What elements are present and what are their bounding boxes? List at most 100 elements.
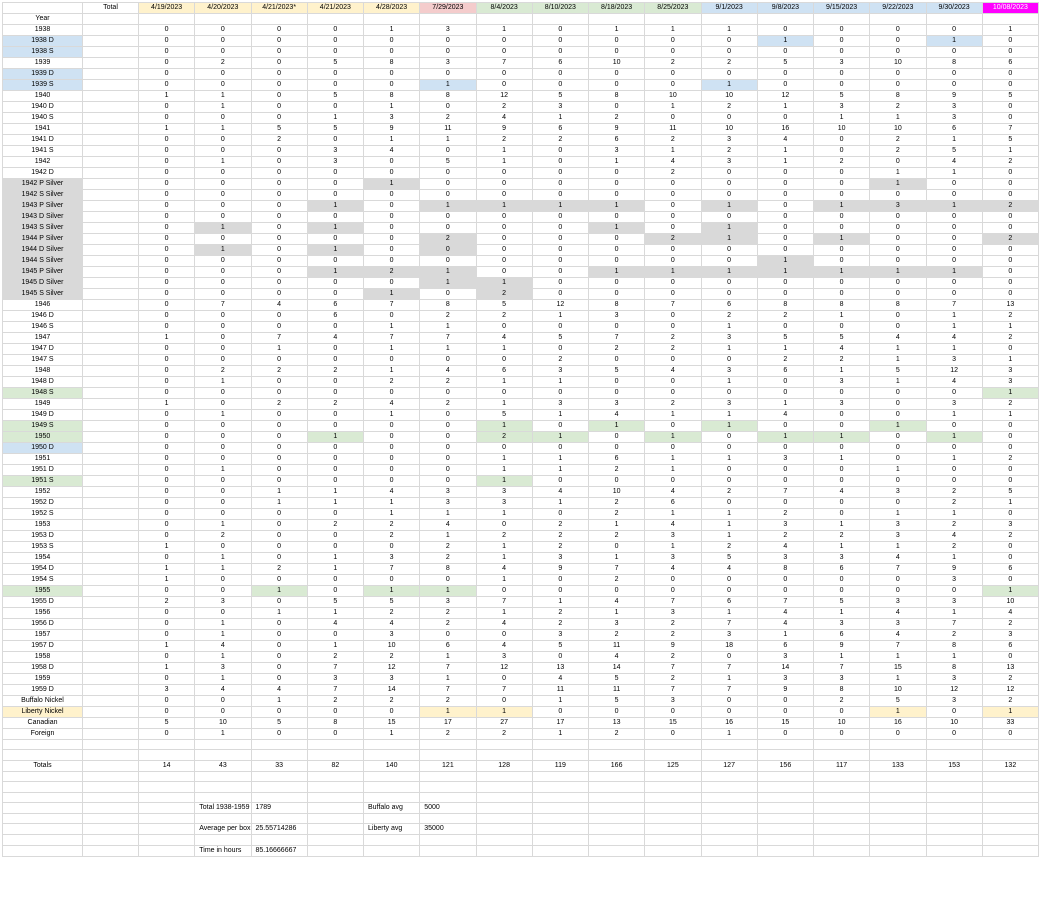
empty-cell[interactable]: [812, 749, 871, 761]
value-cell[interactable]: 0: [250, 90, 308, 102]
value-cell[interactable]: 0: [981, 266, 1040, 278]
value-cell[interactable]: 1: [306, 222, 365, 234]
value-cell[interactable]: 0: [194, 695, 252, 707]
value-cell[interactable]: 0: [250, 508, 308, 520]
value-cell[interactable]: 1: [306, 497, 365, 509]
value-cell[interactable]: 0: [981, 35, 1040, 47]
total-cell[interactable]: [82, 255, 139, 267]
value-cell[interactable]: 0: [644, 255, 702, 267]
value-cell[interactable]: 0: [419, 211, 477, 223]
value-cell[interactable]: 1: [306, 112, 365, 124]
value-cell[interactable]: 1: [531, 596, 590, 608]
value-cell[interactable]: 0: [644, 244, 702, 256]
empty-cell[interactable]: [82, 749, 139, 761]
total-cell[interactable]: [82, 574, 139, 586]
value-cell[interactable]: 0: [137, 651, 196, 663]
value-cell[interactable]: 0: [419, 464, 477, 476]
empty-cell[interactable]: [981, 781, 1040, 793]
row-label-cell[interactable]: 1949 D: [2, 409, 83, 421]
value-cell[interactable]: 8: [869, 299, 927, 311]
value-cell[interactable]: 0: [362, 211, 421, 223]
total-cell[interactable]: [82, 759, 139, 772]
value-cell[interactable]: 0: [644, 211, 702, 223]
value-cell[interactable]: 1: [362, 288, 421, 300]
value-cell[interactable]: 0: [194, 486, 252, 498]
value-cell[interactable]: 0: [925, 211, 983, 223]
value-cell[interactable]: 1: [925, 35, 983, 47]
value-cell[interactable]: 2: [756, 530, 815, 542]
value-cell[interactable]: 0: [756, 211, 815, 223]
value-cell[interactable]: 0: [644, 79, 702, 91]
value-cell[interactable]: 0: [981, 464, 1040, 476]
value-cell[interactable]: 4: [925, 332, 983, 344]
value-cell[interactable]: 0: [475, 178, 533, 190]
value-cell[interactable]: 0: [419, 354, 477, 366]
empty-cell[interactable]: [306, 812, 365, 825]
value-cell[interactable]: 1: [362, 24, 421, 36]
row-label-cell[interactable]: Liberty Nickel: [2, 706, 83, 718]
empty-cell[interactable]: [981, 770, 1040, 783]
empty-cell[interactable]: [531, 823, 590, 836]
value-cell[interactable]: 3: [756, 453, 815, 465]
value-cell[interactable]: 3: [644, 552, 702, 564]
value-cell[interactable]: 0: [981, 552, 1040, 564]
total-cell[interactable]: [82, 288, 139, 300]
value-cell[interactable]: 3: [869, 519, 927, 531]
value-cell[interactable]: 1: [362, 134, 421, 146]
value-cell[interactable]: 2: [812, 354, 871, 366]
value-cell[interactable]: 0: [756, 233, 815, 245]
value-cell[interactable]: 0: [475, 167, 533, 179]
empty-cell[interactable]: [82, 13, 139, 25]
value-cell[interactable]: 0: [869, 453, 927, 465]
value-cell[interactable]: 0: [250, 178, 308, 190]
value-cell[interactable]: 1: [981, 24, 1040, 36]
value-cell[interactable]: 0: [137, 134, 196, 146]
value-cell[interactable]: 0: [250, 266, 308, 278]
total-cell[interactable]: [82, 233, 139, 245]
value-cell[interactable]: 0: [981, 288, 1040, 300]
value-cell[interactable]: 1: [700, 24, 758, 36]
empty-cell[interactable]: [306, 781, 365, 793]
value-cell[interactable]: 3: [419, 24, 477, 36]
value-cell[interactable]: 10: [812, 717, 871, 729]
value-cell[interactable]: 0: [981, 79, 1040, 91]
value-cell[interactable]: 13: [981, 662, 1040, 674]
value-cell[interactable]: 0: [531, 343, 590, 355]
value-cell[interactable]: 5: [531, 90, 590, 102]
value-cell[interactable]: 0: [531, 288, 590, 300]
value-cell[interactable]: 0: [306, 233, 365, 245]
row-label-cell[interactable]: 1948: [2, 365, 83, 377]
value-cell[interactable]: 3: [587, 145, 646, 157]
empty-cell[interactable]: [531, 781, 590, 793]
value-cell[interactable]: 2: [587, 728, 646, 740]
empty-cell[interactable]: [812, 738, 871, 751]
value-cell[interactable]: 2: [700, 57, 758, 69]
value-cell[interactable]: 2: [531, 541, 590, 553]
value-cell[interactable]: 0: [306, 134, 365, 146]
value-cell[interactable]: 1: [362, 585, 421, 597]
value-cell[interactable]: 1: [812, 233, 871, 245]
value-cell[interactable]: 1: [981, 497, 1040, 509]
row-label-cell[interactable]: 1953 S: [2, 541, 83, 553]
value-cell[interactable]: 1: [475, 508, 533, 520]
value-cell[interactable]: 0: [587, 541, 646, 553]
value-cell[interactable]: 0: [869, 431, 927, 443]
empty-cell[interactable]: [194, 791, 252, 803]
value-cell[interactable]: 0: [306, 46, 365, 58]
value-cell[interactable]: 3: [362, 673, 421, 685]
value-cell[interactable]: 2: [587, 112, 646, 124]
value-cell[interactable]: 2: [531, 618, 590, 630]
date-header-cell[interactable]: 8/18/2023: [587, 2, 646, 14]
value-cell[interactable]: 9: [756, 684, 815, 696]
value-cell[interactable]: 0: [306, 508, 365, 520]
empty-cell[interactable]: [475, 13, 533, 25]
value-cell[interactable]: 1: [869, 354, 927, 366]
value-cell[interactable]: 0: [194, 475, 252, 487]
value-cell[interactable]: 7: [925, 618, 983, 630]
value-cell[interactable]: 0: [250, 728, 308, 740]
value-cell[interactable]: 2: [475, 134, 533, 146]
value-cell[interactable]: 4: [362, 486, 421, 498]
value-cell[interactable]: 1: [362, 178, 421, 190]
value-cell[interactable]: 0: [700, 585, 758, 597]
value-cell[interactable]: 10: [644, 90, 702, 102]
